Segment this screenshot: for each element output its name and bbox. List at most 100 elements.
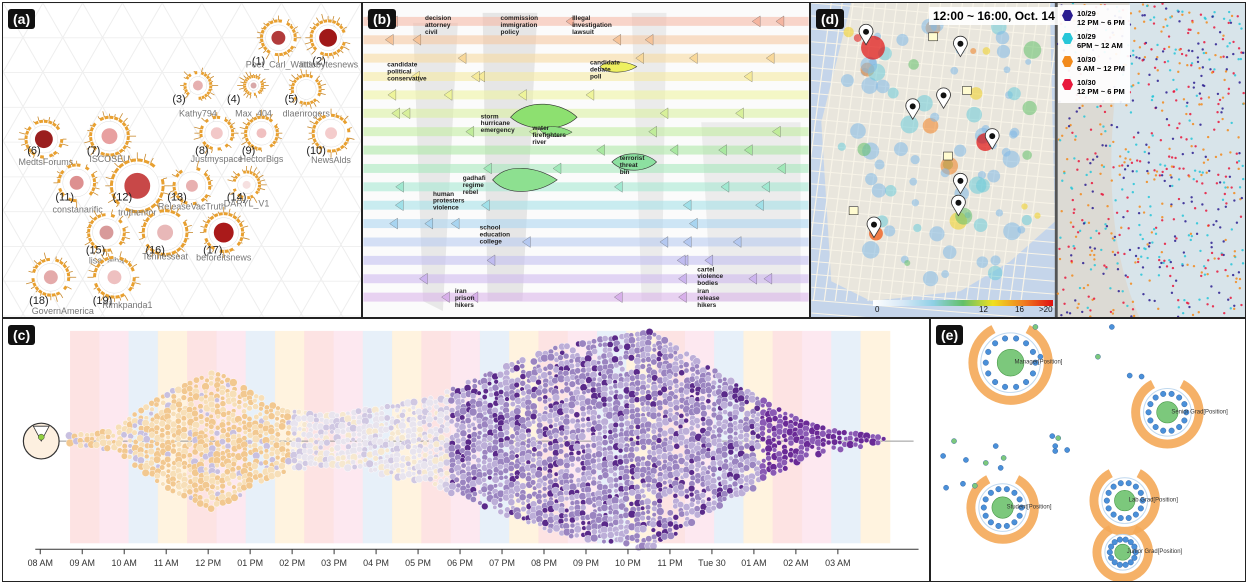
tweet-bubble [443,414,451,422]
member-node [1152,394,1159,401]
tweet-bubble [187,473,193,479]
event-dot [1221,107,1224,110]
tweet-bubble [492,504,498,510]
event-dot [1137,211,1141,215]
event-dot [1200,103,1203,106]
tweet-bubble [209,435,215,442]
tweet-bubble [600,503,609,512]
event-dot [1171,184,1174,188]
tweet-bubble [579,405,586,412]
tweet-bubble [258,449,264,455]
node-number: (7) [87,145,100,157]
event-dot [1113,253,1117,257]
ring-spike [56,123,60,127]
ring-segment [236,193,241,198]
ring-spike [232,171,238,176]
tweet-bubble [617,393,624,401]
tweet-bubble [705,437,711,443]
tweet-bubble [623,485,630,492]
ring-spike [311,50,316,55]
tweet-bubble [470,496,477,503]
event-dot [1220,253,1224,256]
event-dot [1230,121,1233,125]
tweet-bubble [601,539,607,544]
node-core [325,127,338,140]
tweet-bubble [148,411,154,417]
tweet-bubble [180,394,187,401]
ring-spike [249,165,253,172]
ring-segment [118,218,123,224]
member-node [1127,559,1134,566]
tweet-bubble [170,439,176,445]
ring-segment [206,176,211,181]
tweet-bubble [241,419,247,426]
node-name: MedtsForums [19,157,74,167]
ring-spike [184,92,187,94]
node-number: (3) [172,93,185,105]
event-dot [1149,18,1152,22]
event-dot [1139,233,1142,236]
tweet-bubble [693,417,701,425]
ring-spike [52,155,55,157]
topic-arrow [457,52,467,64]
tweet-bubble [596,414,602,420]
event-dot [1172,218,1176,221]
event-dot [1154,232,1158,236]
event-dot [1102,165,1106,169]
event-dot [1109,287,1112,290]
tweet-bubble [753,405,761,412]
street [811,235,1055,256]
event-dot [1157,307,1160,311]
tweet-bubble [241,435,248,441]
event-dot [1145,4,1149,8]
ring-segment [87,223,92,229]
tweet-bubble [715,372,723,380]
ring-spike [84,140,91,144]
tweet-bubble [640,505,645,511]
heat-blob [970,47,977,54]
member-node [1183,409,1190,416]
tweet-bubble [410,426,418,434]
ring-segment [58,187,63,193]
member-node [1132,549,1139,556]
ring-spike [119,153,123,159]
panel-c-label: (c) [8,325,36,345]
heat-blob [969,87,983,100]
event-dot [1136,260,1140,264]
topic-arrow [486,254,496,267]
event-dot [1177,178,1181,181]
topic-arrow [469,291,479,303]
event-dot [1142,211,1146,214]
tweet-bubble [218,421,226,429]
ring-segment [148,212,155,219]
member-node [1127,539,1134,546]
ring-segment [130,158,137,163]
member-node [1137,505,1144,512]
node-core [319,28,338,47]
node-core [213,222,234,243]
event-dot [1238,81,1241,84]
ring-segment [223,118,229,123]
tweet-bubble [529,374,538,383]
event-dot [1101,144,1104,147]
tweet-bubble [678,369,685,376]
event-dot [1089,170,1092,174]
ring-segment [95,262,101,269]
ring-segment [55,258,60,263]
panel-d-canvas [811,3,1245,317]
event-dot [1160,30,1163,33]
event-dot [1111,250,1115,254]
event-dot [1154,106,1158,109]
event-dot [1199,123,1202,126]
event-dot [1087,221,1091,225]
tweet-bubble [198,419,205,425]
ring-segment [341,28,346,34]
tweet-bubble [613,477,619,483]
event-dot [1146,169,1149,173]
ring-spike [239,87,245,90]
topic-arrow [735,107,744,120]
event-dot [1163,259,1166,262]
tweet-bubble [568,505,575,512]
